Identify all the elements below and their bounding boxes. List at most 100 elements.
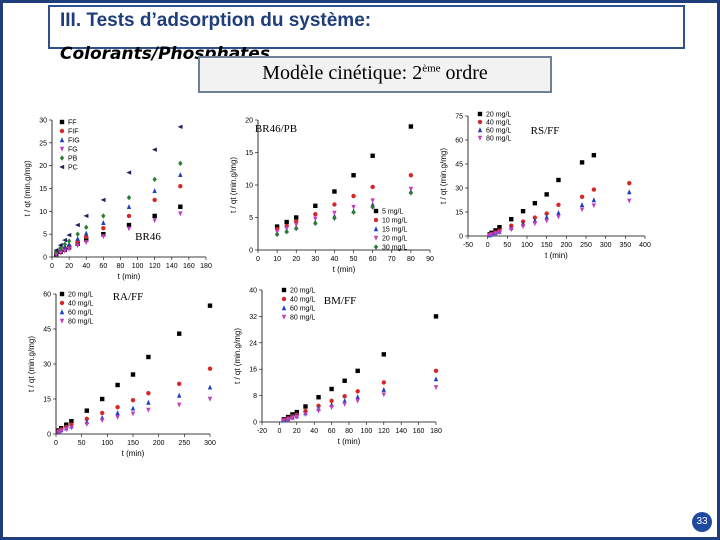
legend-label: 20 mg/L [68, 292, 93, 299]
data-point [62, 237, 68, 243]
chart-svg: 0 50 100 150 200 250 300 0 15 30 45 60 t (min) t / qt… [27, 291, 216, 458]
x-tick-label: 50 [350, 256, 358, 263]
x-tick-label: 60 [328, 428, 336, 435]
x-axis-title: t (min) [338, 437, 361, 446]
x-tick-label: 0 [256, 256, 260, 263]
data-point [579, 202, 585, 207]
data-point [294, 215, 299, 220]
data-point [294, 222, 299, 228]
data-point [332, 215, 337, 221]
legend-label: 40 mg/L [68, 301, 93, 308]
data-point [207, 303, 213, 308]
data-point [126, 194, 132, 201]
data-point [126, 222, 132, 228]
data-point [101, 220, 106, 225]
data-point [355, 398, 360, 404]
data-point [509, 217, 514, 222]
data-point [627, 189, 632, 195]
legend-label: 80 mg/L [486, 136, 511, 143]
legend-label: 30 mg/L [382, 245, 407, 252]
data-point [408, 173, 414, 178]
data-point [544, 211, 549, 216]
chart-title: BM/FF [324, 295, 356, 307]
data-point [56, 429, 61, 435]
legend-marker [373, 208, 379, 214]
y-tick-label: 20 [39, 163, 47, 170]
data-point [58, 245, 63, 251]
data-point [207, 384, 213, 390]
y-tick-label: 0 [47, 432, 51, 439]
data-point [370, 153, 375, 158]
x-axis-title: t (min) [545, 251, 568, 260]
data-point [74, 222, 80, 228]
y-tick-label: 30 [39, 118, 47, 125]
data-point [370, 201, 375, 207]
x-tick-label: 200 [560, 242, 572, 249]
data-point [152, 176, 157, 183]
data-point [101, 226, 106, 231]
y-tick-label: 24 [249, 340, 257, 347]
legend-label: FF [68, 120, 77, 127]
data-point [355, 368, 360, 374]
data-point [75, 231, 80, 237]
x-tick-label: 100 [521, 242, 533, 249]
model-box: Modèle cinétique: 2ème ordre [198, 56, 552, 93]
data-point [591, 203, 597, 209]
legend-label: 80 mg/L [290, 315, 315, 322]
data-point [115, 404, 120, 410]
chart-svg: 0 10 20 30 40 50 60 70 80 90 0 5 10 15 20 t (min) t / qt… [229, 118, 434, 275]
data-point [556, 214, 561, 220]
chart-ra-ff: 0 50 100 150 200 250 300 0 15 30 45 60 t (min) t / qt… [18, 286, 223, 466]
data-point [100, 396, 105, 402]
data-point [100, 197, 106, 203]
data-point [591, 153, 597, 158]
x-tick-label: 100 [101, 440, 113, 447]
data-point [303, 412, 308, 418]
data-point [178, 160, 183, 167]
x-tick-label: 400 [639, 242, 651, 249]
data-point [408, 124, 414, 129]
data-point [66, 241, 72, 247]
data-point [290, 415, 295, 421]
x-tick-label: 350 [619, 242, 631, 249]
data-point [101, 231, 106, 237]
x-tick-label: 0 [277, 428, 281, 435]
legend-label: 40 mg/L [486, 120, 511, 127]
data-point [316, 403, 321, 409]
x-tick-label: 250 [178, 440, 190, 447]
x-tick-label: 0 [50, 263, 54, 270]
data-point [151, 147, 157, 152]
data-point [84, 230, 89, 236]
legend-label: FIF [68, 129, 79, 136]
x-tick-label: 180 [430, 428, 442, 435]
y-tick-label: 5 [249, 215, 253, 222]
chart-title: RA/FF [113, 291, 144, 303]
data-point [69, 418, 74, 424]
x-tick-label: 300 [600, 242, 612, 249]
data-point [294, 225, 299, 232]
x-tick-label: 300 [204, 440, 216, 447]
data-point [207, 396, 213, 402]
y-tick-label: 15 [39, 186, 47, 193]
data-point [178, 204, 183, 209]
data-point [313, 212, 318, 217]
y-axis-title: t / qt (min.g/mg) [27, 336, 36, 392]
y-tick-label: 10 [39, 209, 47, 216]
data-point [313, 220, 318, 227]
data-point [370, 204, 375, 210]
y-tick-label: 75 [455, 114, 463, 121]
data-point [313, 216, 318, 222]
legend-label: 20 mg/L [382, 236, 407, 243]
data-point [332, 202, 337, 207]
x-tick-label: -50 [463, 242, 473, 249]
data-point [58, 250, 63, 256]
legend-marker [59, 119, 65, 125]
data-point [351, 204, 356, 210]
data-point [178, 211, 183, 217]
legend-marker [59, 300, 65, 306]
data-point [274, 224, 280, 229]
data-point [579, 194, 585, 199]
x-tick-label: 40 [82, 263, 90, 270]
data-point [556, 177, 561, 183]
